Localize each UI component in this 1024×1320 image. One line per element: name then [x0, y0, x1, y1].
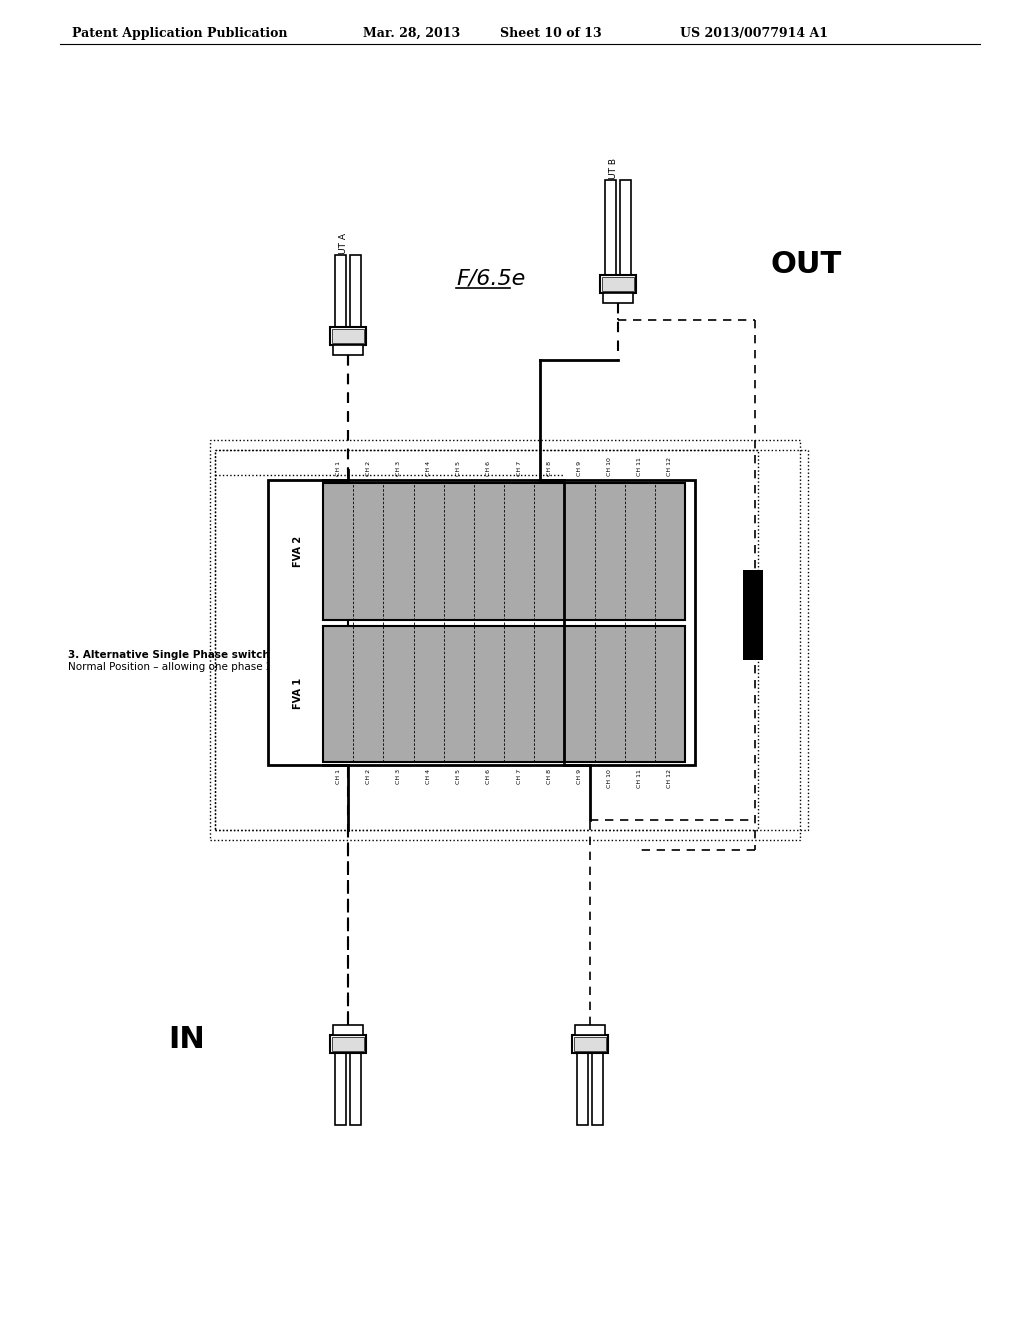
- Bar: [215, 450, 808, 830]
- Text: CH 10: CH 10: [607, 770, 612, 788]
- Bar: [574, 1038, 606, 1051]
- Bar: [332, 329, 364, 343]
- Text: US 2013/0077914 A1: US 2013/0077914 A1: [680, 26, 828, 40]
- Text: CH 6: CH 6: [486, 770, 492, 784]
- Text: LC OUT A: LC OUT A: [339, 234, 347, 275]
- Text: Normal Position – allowing one phase 250um to switch: Normal Position – allowing one phase 250…: [68, 663, 353, 672]
- Text: CH 3: CH 3: [396, 461, 401, 477]
- Text: LC IN B: LC IN B: [581, 1063, 590, 1096]
- Bar: [330, 327, 366, 345]
- Bar: [602, 277, 634, 290]
- Bar: [577, 1053, 588, 1125]
- Text: CH 2: CH 2: [366, 770, 371, 784]
- Bar: [332, 1038, 364, 1051]
- Bar: [335, 255, 346, 327]
- Bar: [215, 450, 758, 830]
- Text: IN: IN: [168, 1026, 205, 1053]
- Text: CH 4: CH 4: [426, 461, 431, 477]
- Bar: [572, 1035, 608, 1053]
- Text: OUT: OUT: [770, 249, 842, 279]
- Text: CH 2: CH 2: [366, 461, 371, 477]
- Text: LC OUT B: LC OUT B: [608, 158, 617, 201]
- Bar: [575, 1026, 605, 1035]
- Text: CH 11: CH 11: [637, 457, 642, 477]
- Text: CH 1: CH 1: [336, 461, 341, 477]
- Text: FVA 1: FVA 1: [293, 678, 303, 709]
- Text: CH 10: CH 10: [607, 457, 612, 477]
- Bar: [323, 626, 685, 762]
- Text: CH 4: CH 4: [426, 770, 431, 784]
- Bar: [350, 255, 361, 327]
- Bar: [350, 1053, 361, 1125]
- Text: CH 7: CH 7: [516, 770, 521, 784]
- Text: FVA 2: FVA 2: [293, 536, 303, 566]
- Bar: [603, 293, 633, 304]
- Bar: [333, 345, 362, 355]
- Text: Patent Application Publication: Patent Application Publication: [72, 26, 288, 40]
- Bar: [592, 1053, 603, 1125]
- Bar: [605, 180, 616, 275]
- Text: CH 7: CH 7: [516, 461, 521, 477]
- Text: CH 8: CH 8: [547, 770, 552, 784]
- Text: CH 6: CH 6: [486, 461, 492, 477]
- Bar: [323, 483, 685, 619]
- Text: CH 1: CH 1: [336, 770, 341, 784]
- Text: CH 5: CH 5: [457, 770, 461, 784]
- Bar: [330, 1035, 366, 1053]
- Text: CH 11: CH 11: [637, 770, 642, 788]
- Text: LC IN A: LC IN A: [339, 1063, 347, 1096]
- Text: CH 12: CH 12: [668, 457, 673, 477]
- Text: CH 3: CH 3: [396, 770, 401, 784]
- Bar: [620, 180, 631, 275]
- Bar: [333, 1026, 362, 1035]
- Bar: [335, 1053, 346, 1125]
- Text: F/6.5e: F/6.5e: [456, 268, 525, 288]
- Bar: [210, 440, 800, 840]
- Text: Mar. 28, 2013: Mar. 28, 2013: [362, 26, 460, 40]
- Text: CH 8: CH 8: [547, 461, 552, 477]
- Text: CH 5: CH 5: [457, 461, 461, 477]
- Bar: [600, 275, 636, 293]
- Text: 3. Alternative Single Phase switching: 3. Alternative Single Phase switching: [68, 649, 288, 660]
- Bar: [743, 570, 763, 660]
- Text: CH 12: CH 12: [668, 770, 673, 788]
- Text: CH 9: CH 9: [577, 461, 582, 477]
- Text: CH 9: CH 9: [577, 770, 582, 784]
- Text: Sheet 10 of 13: Sheet 10 of 13: [500, 26, 602, 40]
- Bar: [268, 480, 695, 766]
